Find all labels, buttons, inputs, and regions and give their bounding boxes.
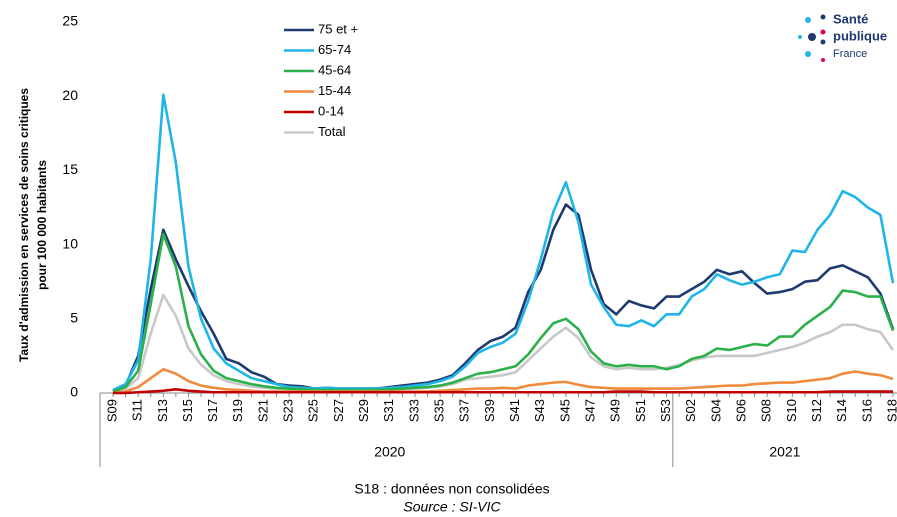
x-tick-label: S53 [658,399,673,422]
legend-label: 0-14 [318,103,344,118]
x-tick-label: S09 [104,399,119,422]
x-tick-label: S16 [859,399,874,422]
x-tick-label: S10 [784,399,799,422]
x-tick-label: S15 [180,399,195,422]
logo-dot [820,29,826,35]
legend-label: 45-64 [318,62,351,77]
x-tick-label: S18 [884,399,897,422]
logo-text: France [833,48,867,60]
x-tick-label: S25 [306,399,321,422]
y-tick-label: 5 [70,310,78,326]
x-tick-label: S41 [507,399,522,422]
note: S18 : données non consolidées [354,481,549,497]
x-tick-label: S08 [759,399,774,422]
x-tick-label: S02 [683,399,698,422]
x-tick-label: S04 [708,399,723,422]
x-tick-label: S47 [583,399,598,422]
legend-label: Total [318,124,346,139]
x-tick-label: S33 [406,399,421,422]
x-tick-label: S35 [432,399,447,422]
x-tick-label: S45 [557,399,572,422]
series-line [113,387,893,395]
logo-text: Santé [833,11,868,26]
y-title: pour 100 000 habitants [35,160,49,290]
x-tick-label: S14 [834,399,849,422]
y-tick-label: 0 [70,384,78,400]
series-line [112,367,894,395]
x-tick-label: S31 [381,399,396,422]
x-tick-label: S13 [155,399,170,422]
logo-dot [808,33,816,41]
x-tick-label: S49 [608,399,623,422]
logo-dot [820,14,826,20]
y-tick-label: 10 [62,235,78,251]
x-tick-label: S29 [356,399,371,422]
series-line [112,203,895,393]
x-tick-label: S43 [532,399,547,422]
series-line [112,232,895,393]
y-title: Taux d'admission en services de soins cr… [17,88,31,362]
logo-dot [798,35,802,39]
group-label: 2020 [374,444,405,460]
x-tick-label: S06 [733,399,748,422]
legend-label: 65-74 [318,42,351,57]
logo: Santé publique France [798,11,887,62]
series-line [112,293,895,393]
x-tick-label: S51 [633,399,648,422]
x-tick-label: S27 [331,399,346,422]
y-tick-label: 25 [62,13,78,29]
x-tick-label: S17 [205,399,220,422]
series-line [112,93,895,392]
logo-text: publique [833,28,887,43]
x-tick-label: S12 [809,399,824,422]
logo-dot [820,39,826,45]
group-label: 2021 [769,444,800,460]
logo-dot [805,51,811,57]
logo-dot [821,58,825,62]
y-tick-label: 20 [62,87,78,103]
legend-label: 15-44 [318,83,351,98]
x-tick-label: S23 [281,399,296,422]
x-tick-label: S11 [130,399,145,421]
source: Source : SI-VIC [403,499,501,515]
x-tick-label: S19 [230,399,245,422]
x-tick-label: S37 [457,399,472,422]
x-tick-label: S21 [255,399,270,422]
logo-dot [805,17,811,23]
legend-label: 75 et + [318,21,358,36]
x-tick-label: S39 [482,399,497,422]
y-tick-label: 15 [62,161,78,177]
